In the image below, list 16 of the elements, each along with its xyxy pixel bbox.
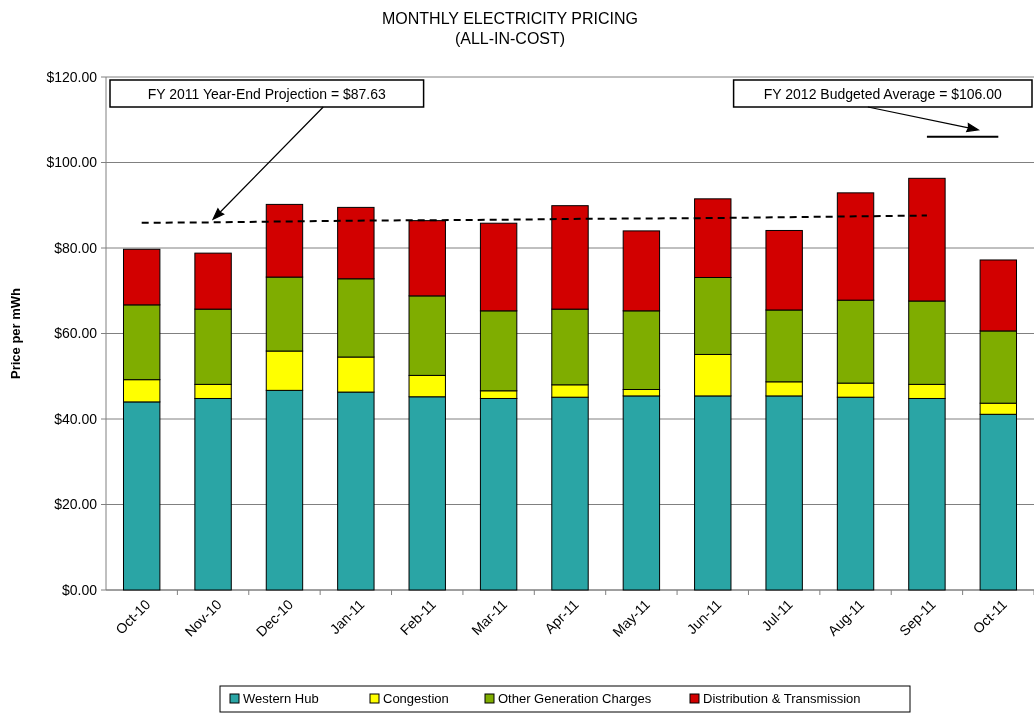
annotation: FY 2011 Year-End Projection = $87.63 [147,86,387,102]
legend-label: Distribution & Transmission [703,691,861,706]
y-tick-label: $0.00 [61,581,98,598]
chart-subtitle: (ALL-IN-COST) [454,30,566,47]
y-tick-label: $80.00 [54,239,98,256]
y-axis-title: Price per mWh [8,287,23,380]
y-tick-label: $40.00 [54,410,98,427]
y-tick-label: $120.00 [46,68,98,85]
y-tick-label: $20.00 [54,496,98,513]
y-tick-label: $100.00 [46,154,98,171]
annotation: FY 2012 Budgeted Average = $106.00 [763,86,1003,102]
chart-title: MONTHLY ELECTRICITY PRICING [381,10,639,27]
legend-label: Congestion [383,691,449,706]
legend-label: Western Hub [243,691,319,706]
legend-label: Other Generation Charges [498,691,652,706]
y-tick-label: $60.00 [54,325,98,342]
